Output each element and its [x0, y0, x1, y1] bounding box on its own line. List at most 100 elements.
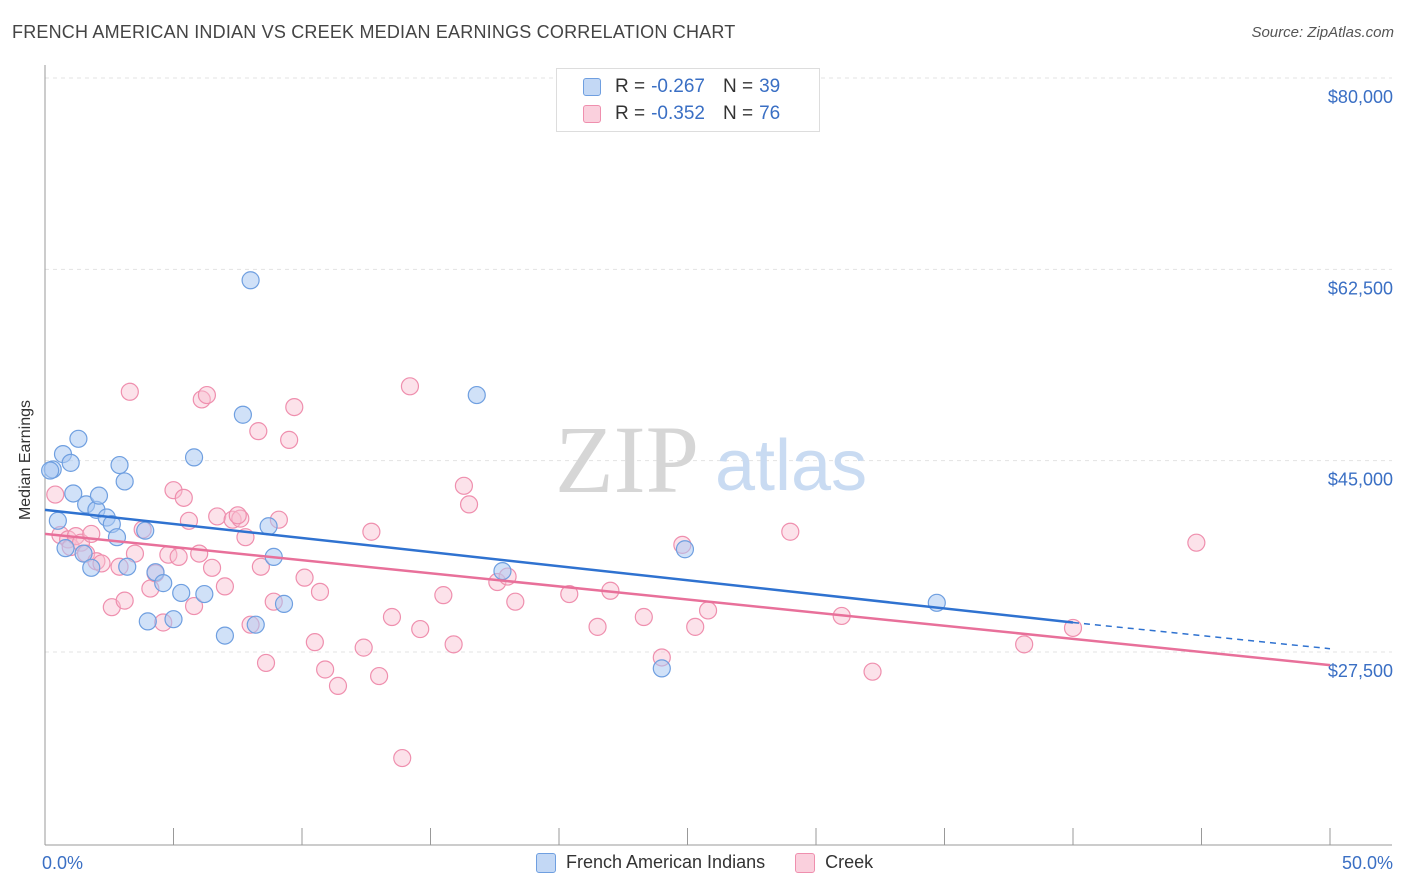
creek-point: [354, 638, 373, 657]
french-american-indian-point: [107, 528, 127, 547]
creek-point: [1015, 635, 1034, 654]
y-tick-label: $80,000: [1328, 87, 1393, 107]
legend-swatch-pink: [795, 852, 816, 873]
french-american-indian-point: [89, 486, 109, 505]
legend-row-pink: R = -0.352 N = 76: [583, 102, 780, 126]
creek-point: [781, 522, 800, 541]
legend-item-creek[interactable]: Creek: [795, 852, 873, 873]
french-american-indian-trend-line: [44, 508, 1074, 624]
creek-point: [588, 617, 607, 636]
axes: [44, 65, 1392, 846]
watermark-atlas: atlas: [715, 426, 867, 506]
creek-point: [698, 601, 718, 620]
legend-r-label: R =: [615, 103, 646, 124]
creek-point: [560, 584, 579, 604]
french-american-indian-point: [172, 583, 191, 603]
creek-point: [434, 586, 453, 605]
creek-point: [1187, 533, 1206, 552]
french-american-indian-point: [136, 521, 155, 540]
creek-point: [202, 558, 222, 577]
creek-point: [285, 397, 304, 417]
french-american-indian-point: [652, 659, 671, 678]
creek-trend-line: [44, 532, 1331, 667]
creek-point: [249, 422, 268, 441]
creek-point: [184, 596, 204, 616]
creek-point: [686, 617, 705, 636]
creek-point: [454, 476, 474, 495]
legend-row-blue: R = -0.267 N = 39: [583, 75, 780, 99]
creek-point: [228, 506, 247, 525]
creek-point: [197, 385, 217, 405]
creek-point: [46, 485, 65, 504]
legend-label: French American Indians: [566, 852, 766, 872]
y-tick-labels: $27,500 $45,000 $62,500 $80,000: [1328, 87, 1393, 681]
correlation-legend: R = -0.267 N = 39 R = -0.352 N = 76: [556, 68, 820, 132]
creek-point: [215, 577, 234, 596]
creek-point: [400, 377, 420, 396]
creek-point: [251, 557, 270, 576]
creek-point: [190, 544, 209, 563]
french-american-indian-point: [154, 574, 173, 593]
french-american-indian-point: [184, 448, 204, 467]
creek-point: [164, 481, 183, 500]
creek-point: [120, 382, 139, 401]
y-tick-label: $45,000: [1328, 470, 1393, 490]
creek-point: [280, 430, 299, 449]
french-american-indian-point: [82, 558, 101, 577]
french-american-indian-point: [467, 385, 486, 405]
french-american-indian-point: [675, 540, 695, 559]
french-american-indian-trend-extension: [1072, 621, 1331, 650]
french-american-indian-point: [69, 429, 88, 448]
french-american-indian-point: [233, 405, 252, 424]
source-label: Source: ZipAtlas.com: [1251, 24, 1394, 41]
creek-point: [444, 635, 463, 654]
creek-point: [459, 495, 479, 514]
french-american-indian-point: [215, 626, 234, 645]
legend-r-value: -0.352: [651, 103, 705, 124]
creek-point: [370, 666, 389, 686]
french-american-indian-point: [74, 544, 93, 563]
french-american-indian-point: [246, 615, 265, 634]
legend-n-label: N =: [722, 103, 754, 124]
creek-point: [328, 676, 348, 695]
legend-r-value: -0.267: [651, 76, 705, 97]
trend-lines: [44, 508, 1331, 667]
french-american-indian-point: [274, 594, 294, 613]
x-tick-labels: 0.0% 50.0%: [42, 853, 1393, 873]
creek-point: [169, 547, 188, 566]
french-american-indian-point: [195, 584, 214, 604]
french-american-indian-points: [41, 271, 946, 678]
french-american-indian-point: [110, 455, 129, 475]
creek-point: [411, 619, 430, 639]
french-american-indian-point: [118, 557, 137, 576]
legend-n-value: 76: [759, 103, 781, 124]
watermark-zip: ZIP: [555, 406, 699, 513]
creek-point: [506, 592, 525, 611]
creek-point: [634, 607, 653, 627]
creek-point: [115, 591, 134, 610]
chart-title: FRENCH AMERICAN INDIAN VS CREEK MEDIAN E…: [12, 22, 736, 42]
creek-point: [316, 660, 335, 679]
legend-swatch-blue: [583, 78, 601, 96]
creek-point: [208, 507, 227, 526]
french-american-indian-point: [259, 517, 278, 536]
creek-point: [310, 582, 330, 601]
creek-point: [174, 488, 193, 507]
y-tick-label: $27,500: [1328, 661, 1393, 681]
creek-point: [393, 748, 412, 768]
x-tick-label: 0.0%: [42, 853, 83, 873]
french-american-indian-point: [56, 539, 75, 558]
legend-n-label: N =: [722, 76, 754, 97]
legend-item-french-american-indians[interactable]: French American Indians: [536, 852, 765, 873]
french-american-indian-point: [241, 271, 260, 290]
legend-swatch-blue: [536, 852, 556, 873]
creek-point: [231, 509, 250, 528]
creek-point: [256, 653, 276, 673]
legend-label: Creek: [825, 852, 874, 872]
french-american-indian-point: [61, 453, 80, 472]
creek-points: [46, 377, 1206, 768]
legend-swatch-pink: [583, 105, 601, 123]
french-american-indian-point: [164, 610, 183, 629]
y-tick-label: $62,500: [1328, 278, 1393, 298]
